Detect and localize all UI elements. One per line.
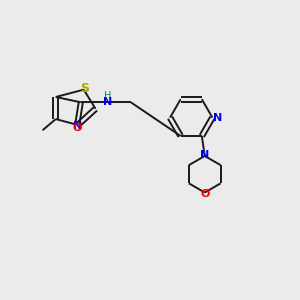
Text: N: N (212, 112, 222, 123)
Text: H: H (104, 91, 112, 101)
Text: S: S (80, 82, 89, 95)
Text: N: N (200, 149, 209, 160)
Text: O: O (200, 189, 209, 199)
Text: O: O (73, 123, 82, 133)
Text: N: N (73, 121, 82, 130)
Text: N: N (103, 97, 112, 107)
